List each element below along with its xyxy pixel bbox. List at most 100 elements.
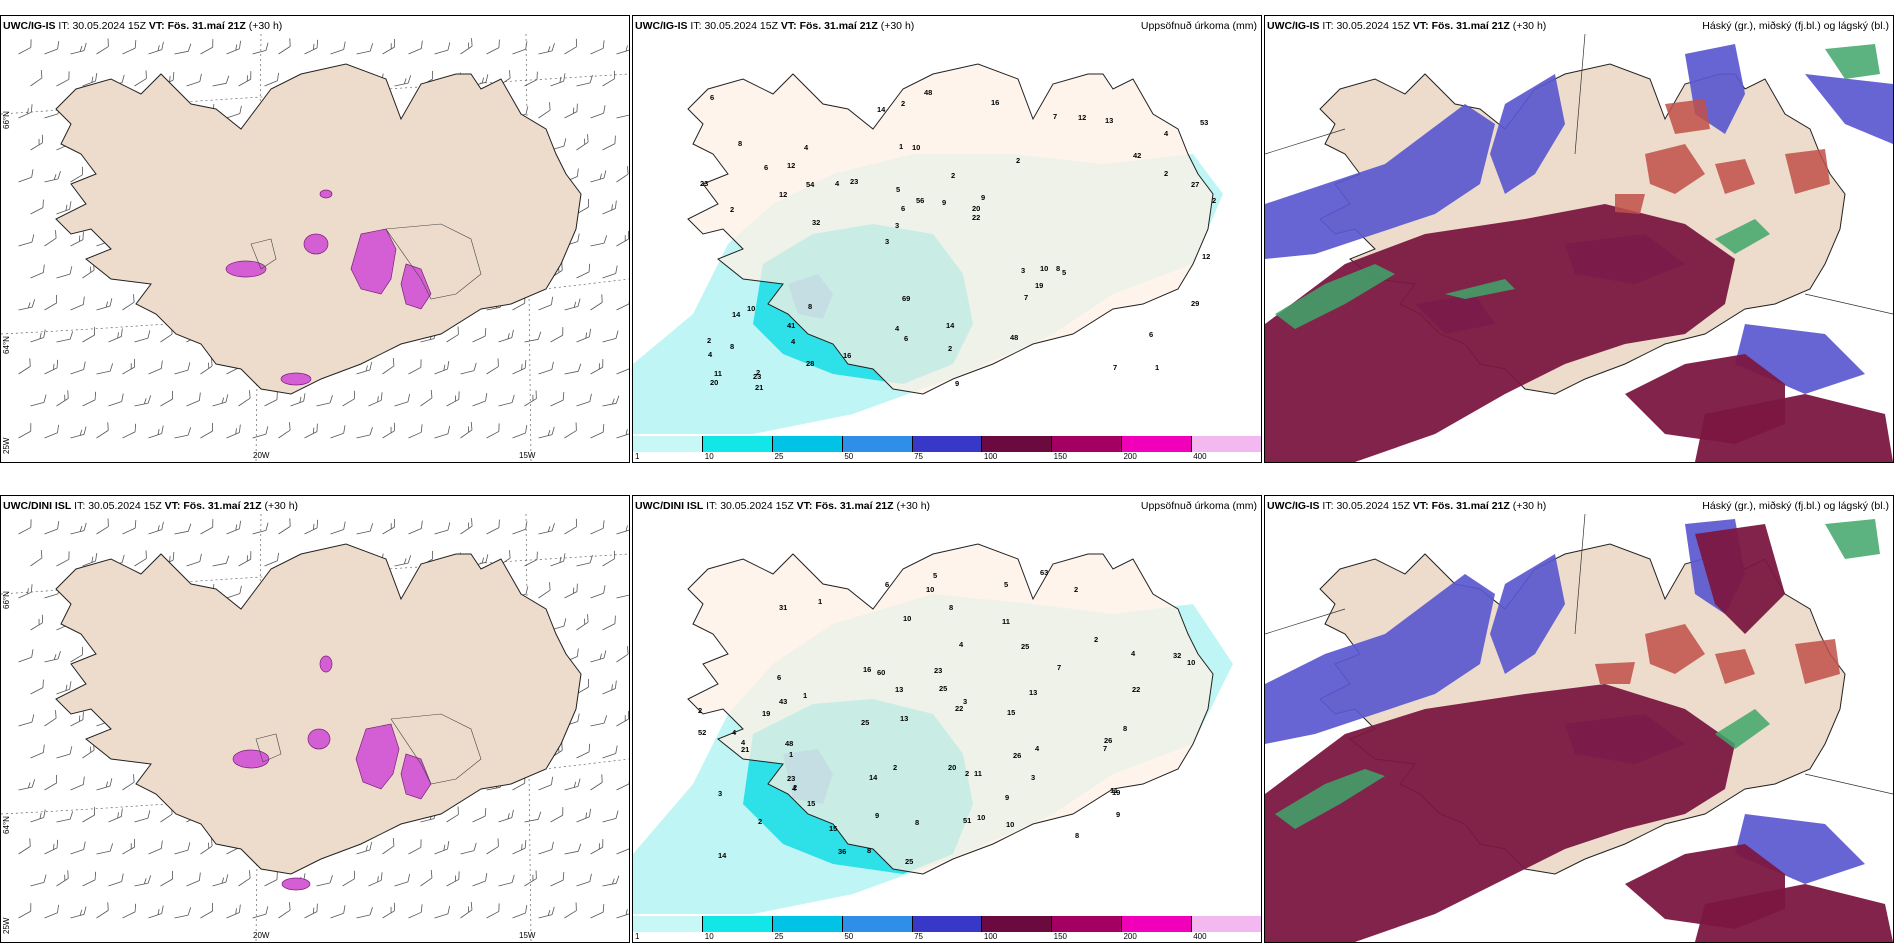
colorbar-label: 150 [1053,932,1068,941]
precip-value-label: 52 [698,728,706,737]
precip-map-panel-top: UWC/IG-IS IT: 30.05.2024 15Z VT: Fös. 31… [632,15,1262,463]
wind-barb [96,422,109,439]
wind-barb [356,43,374,55]
wind-barb [70,166,83,183]
precip-value-label: 14 [869,773,878,782]
wind-barb [290,393,306,407]
precip-value-label: 26 [1104,736,1112,745]
precip-value-label: 11 [1110,786,1118,795]
precip-value-label: 2 [1212,196,1216,205]
wind-barb [174,43,192,55]
wind-barb [186,392,201,407]
precip-value-label: 13 [1029,688,1037,697]
wind-barb [576,393,592,407]
wind-barb [278,38,291,55]
wind-barb [30,874,47,887]
wind-barb [576,75,593,87]
wind-barb [512,521,528,535]
wind-barb [278,902,291,919]
wind-barb [186,73,202,87]
wind-barb [108,328,123,343]
wind-barb [252,42,269,55]
green-cloud [1275,519,1880,829]
wind-barb [330,425,346,439]
wind-barb [186,553,202,567]
wind-barb [122,774,135,791]
wind-barb [18,519,32,535]
cloud-map [1265,34,1893,462]
wind-barb [434,42,451,55]
axis-labels: 20W 15W 25W 66°N 64°N [2,591,536,940]
vt-label: VT: [164,500,181,512]
wind-barb [44,424,59,439]
wind-barb [472,328,487,343]
precip-value-label: 32 [812,218,820,227]
axis-labels: 20W 15W 25W 66°N 64°N [2,111,536,460]
wind-barb [56,870,69,887]
wind-barb [576,743,591,759]
precip-value-label: 19 [762,709,770,718]
precip-value-label: 29 [1191,299,1199,308]
wind-barb [174,362,191,375]
colorbar-label: 75 [914,452,924,461]
high-cloud-maroon [1265,524,1893,942]
precip-map: 1243221210234410958223234647876894127282… [633,63,1223,434]
model-name: UWC/IG-IS [635,20,688,32]
iceland-landmass [687,543,1214,875]
wind-barb [524,390,537,407]
precip-value-label: 8 [949,603,953,612]
wind-barb [550,392,565,407]
wind-barb [18,104,33,119]
precip-value-label: 14 [946,321,955,330]
precip-value-label: 21 [755,383,763,392]
precip-value-label: 21 [741,745,749,754]
wind-barb [264,552,279,567]
colorbar-label: 25 [774,932,784,941]
wind-barb [434,905,451,919]
wind-barb [446,326,459,343]
wind-barb [30,394,47,407]
precip-value-label: 15 [807,799,815,808]
wind-barb [486,519,500,535]
wind-barb [148,521,164,535]
wind-barb [394,393,411,407]
precip-value-label: 13 [1105,116,1113,125]
lead-time: (+30 h) [248,20,283,32]
precip-value-label: 5 [1004,580,1008,589]
wind-barb [212,874,229,887]
wind-barb [316,395,333,407]
precip-value-label: 3 [718,789,722,798]
wind-barb [226,520,241,535]
precip-value-label: 4 [835,179,840,188]
wind-barb [538,523,555,535]
wind-barb [356,427,373,439]
wind-barb [30,69,43,87]
precip-value-label: 7 [1103,744,1107,753]
wind-barb [108,393,124,407]
wind-barb [460,421,473,439]
precip-value-label: 20 [710,378,718,387]
vt-value: Fös. 31.maí 21Z [183,500,262,512]
wind-barb [564,422,577,439]
wind-barb [252,522,269,535]
wind-barb [56,331,74,343]
colorbar-swatch [1192,916,1261,932]
wind-barb [96,298,113,311]
wind-barb [70,231,84,247]
wind-barb [382,422,395,439]
precip-value-label: 5 [1062,268,1066,277]
wind-barb [30,549,43,567]
wind-barb [538,582,551,599]
precip-value-label: 14 [877,105,886,114]
wind-barb [576,134,589,151]
wind-barb [590,170,607,183]
wind-barb [576,808,591,823]
precip-value-label: 31 [779,603,787,612]
wind-barb [576,873,592,887]
wind-barb [616,594,629,599]
wind-barb [564,583,578,599]
precip-value-label: 9 [955,379,959,388]
wind-barb [122,520,137,535]
panel-header: UWC/IG-IS IT: 30.05.2024 15Z VT: Fös. 31… [1267,500,1546,512]
wind-barb [590,424,605,439]
